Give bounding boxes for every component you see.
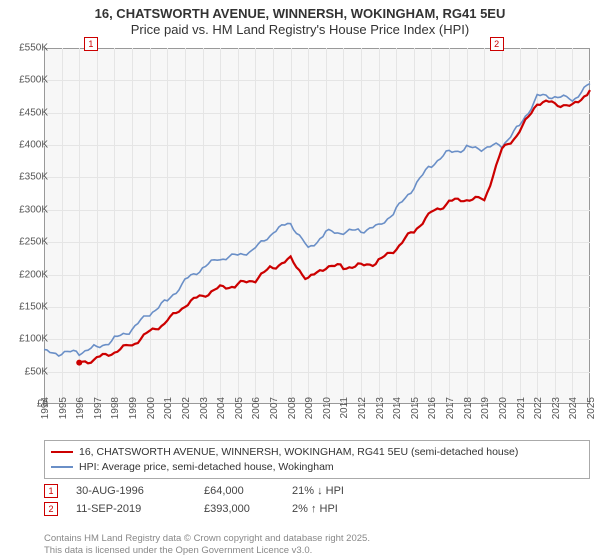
x-tick-label: 2008 bbox=[287, 397, 298, 419]
legend-item: 16, CHATSWORTH AVENUE, WINNERSH, WOKINGH… bbox=[51, 445, 583, 460]
event-pct: 21% ↓ HPI bbox=[292, 485, 382, 497]
chart-marker-1: 1 bbox=[84, 37, 98, 51]
event-row: 2 11-SEP-2019 £393,000 2% ↑ HPI bbox=[44, 502, 382, 516]
x-tick-label: 2006 bbox=[251, 397, 262, 419]
x-tick-label: 2017 bbox=[445, 397, 456, 419]
legend-label: HPI: Average price, semi-detached house,… bbox=[79, 460, 334, 475]
legend-swatch bbox=[51, 466, 73, 468]
x-tick-label: 2003 bbox=[199, 397, 210, 419]
x-tick-label: 2013 bbox=[375, 397, 386, 419]
x-tick-label: 1998 bbox=[110, 397, 121, 419]
y-tick-label: £450K bbox=[19, 107, 48, 118]
y-tick-label: £500K bbox=[19, 75, 48, 86]
legend-swatch bbox=[51, 451, 73, 453]
footer-attribution: Contains HM Land Registry data © Crown c… bbox=[44, 533, 370, 556]
x-tick-label: 2016 bbox=[427, 397, 438, 419]
y-tick-label: £250K bbox=[19, 237, 48, 248]
x-tick-label: 2018 bbox=[463, 397, 474, 419]
x-tick-label: 1995 bbox=[58, 397, 69, 419]
x-tick-label: 2025 bbox=[586, 397, 597, 419]
x-tick-label: 2023 bbox=[551, 397, 562, 419]
event-price: £393,000 bbox=[204, 503, 274, 515]
x-tick-label: 2022 bbox=[533, 397, 544, 419]
y-tick-label: £150K bbox=[19, 301, 48, 312]
footer-line-2: This data is licensed under the Open Gov… bbox=[44, 545, 370, 556]
x-tick-label: 2002 bbox=[181, 397, 192, 419]
y-tick-label: £50K bbox=[25, 366, 48, 377]
footer-line-1: Contains HM Land Registry data © Crown c… bbox=[44, 533, 370, 544]
series-hpi bbox=[44, 84, 590, 356]
x-tick-label: 1996 bbox=[75, 397, 86, 419]
event-price: £64,000 bbox=[204, 485, 274, 497]
x-tick-label: 2004 bbox=[216, 397, 227, 419]
legend: 16, CHATSWORTH AVENUE, WINNERSH, WOKINGH… bbox=[44, 440, 590, 479]
x-tick-label: 2019 bbox=[480, 397, 491, 419]
x-tick-label: 2012 bbox=[357, 397, 368, 419]
y-tick-label: £350K bbox=[19, 172, 48, 183]
event-date: 11-SEP-2019 bbox=[76, 503, 186, 515]
y-tick-label: £300K bbox=[19, 204, 48, 215]
x-tick-label: 2001 bbox=[163, 397, 174, 419]
event-date: 30-AUG-1996 bbox=[76, 485, 186, 497]
event-marker: 1 bbox=[44, 484, 58, 498]
x-tick-label: 2009 bbox=[304, 397, 315, 419]
x-tick-label: 2011 bbox=[339, 397, 350, 419]
chart-title: 16, CHATSWORTH AVENUE, WINNERSH, WOKINGH… bbox=[0, 0, 600, 39]
x-tick-label: 1999 bbox=[128, 397, 139, 419]
x-tick-label: 1997 bbox=[93, 397, 104, 419]
event-marker: 2 bbox=[44, 502, 58, 516]
x-tick-label: 2000 bbox=[146, 397, 157, 419]
chart-area: 12 1994199519961997199819992000200120022… bbox=[44, 48, 590, 404]
x-tick-label: 2005 bbox=[234, 397, 245, 419]
sale-events: 1 30-AUG-1996 £64,000 21% ↓ HPI 2 11-SEP-2019… bbox=[44, 484, 382, 520]
series-start-dot bbox=[76, 360, 82, 366]
y-tick-label: £400K bbox=[19, 140, 48, 151]
y-tick-label: £200K bbox=[19, 269, 48, 280]
legend-item: HPI: Average price, semi-detached house,… bbox=[51, 460, 583, 475]
x-tick-label: 2024 bbox=[568, 397, 579, 419]
event-pct: 2% ↑ HPI bbox=[292, 503, 382, 515]
y-tick-label: £550K bbox=[19, 43, 48, 54]
legend-label: 16, CHATSWORTH AVENUE, WINNERSH, WOKINGH… bbox=[79, 445, 518, 460]
chart-lines bbox=[44, 48, 590, 404]
chart-marker-2: 2 bbox=[490, 37, 504, 51]
x-tick-label: 2007 bbox=[269, 397, 280, 419]
x-tick-label: 2020 bbox=[498, 397, 509, 419]
x-tick-label: 2010 bbox=[322, 397, 333, 419]
event-row: 1 30-AUG-1996 £64,000 21% ↓ HPI bbox=[44, 484, 382, 498]
x-tick-label: 2014 bbox=[392, 397, 403, 419]
y-tick-label: £0 bbox=[37, 399, 48, 410]
title-line-1: 16, CHATSWORTH AVENUE, WINNERSH, WOKINGH… bbox=[0, 6, 600, 22]
y-tick-label: £100K bbox=[19, 334, 48, 345]
x-tick-label: 2015 bbox=[410, 397, 421, 419]
x-tick-label: 2021 bbox=[516, 397, 527, 419]
